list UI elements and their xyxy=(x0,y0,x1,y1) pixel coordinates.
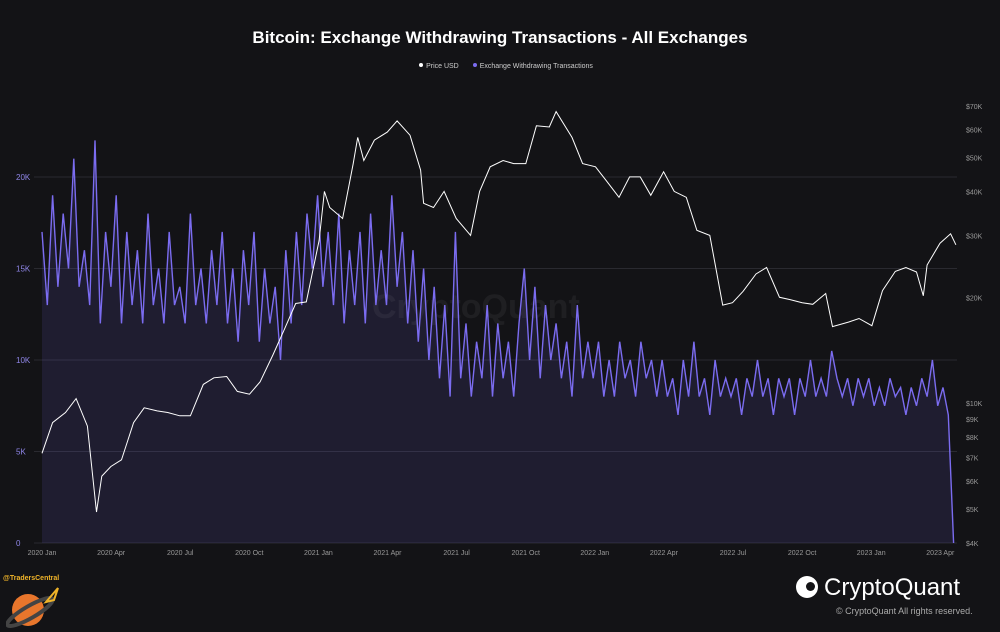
left-axis-tick: 5K xyxy=(16,448,26,457)
legend-price-marker xyxy=(419,63,424,67)
right-axis-tick: $20K xyxy=(966,295,983,302)
x-axis-tick: 2022 Apr xyxy=(650,550,679,557)
brand-name: CryptoQuant xyxy=(824,574,961,601)
planet-rocket-logo xyxy=(6,587,59,628)
legend: Price USD Exchange Withdrawing Transacti… xyxy=(0,63,1000,70)
x-axis-tick: 2022 Jul xyxy=(720,550,747,557)
x-axis-tick: 2021 Apr xyxy=(373,550,402,557)
x-axis-tick: 2022 Oct xyxy=(788,550,816,557)
right-axis-tick: $6K xyxy=(966,479,979,486)
right-axis-tick: $30K xyxy=(966,233,983,240)
x-axis-tick: 2021 Jan xyxy=(304,550,333,557)
withdrawals-area xyxy=(42,140,954,543)
x-axis-tick: 2022 Jan xyxy=(580,550,609,557)
cryptoquant-logo: CryptoQuant xyxy=(796,574,960,602)
left-axis-tick: 0 xyxy=(16,539,21,548)
x-axis-tick: 2020 Jan xyxy=(28,550,57,557)
right-axis-tick: $9K xyxy=(966,417,979,424)
price-line xyxy=(41,110,957,513)
right-axis-tick: $4K xyxy=(966,541,979,548)
right-axis-tick: $5K xyxy=(966,507,979,514)
x-axis-tick: 2021 Jul xyxy=(443,550,470,557)
x-axis-tick: 2020 Jul xyxy=(167,550,194,557)
right-axis-tick: $70K xyxy=(966,104,983,111)
right-axis-tick: $40K xyxy=(966,189,983,196)
x-axis-tick: 2020 Apr xyxy=(97,550,126,557)
right-axis-tick: $8K xyxy=(966,435,979,442)
chart-title: Bitcoin: Exchange Withdrawing Transactio… xyxy=(252,28,748,47)
right-axis-tick: $50K xyxy=(966,155,983,162)
left-axis-tick: 20K xyxy=(16,173,31,182)
traders-central-handle: @TradersCentral xyxy=(3,575,60,582)
legend-withdrawals-marker xyxy=(472,63,477,67)
x-axis-tick: 2023 Jan xyxy=(857,550,886,557)
x-axis-tick: 2021 Oct xyxy=(511,550,539,557)
legend-withdrawals[interactable]: Exchange Withdrawing Transactions xyxy=(479,63,593,70)
right-axis-tick: $10K xyxy=(966,401,983,408)
x-axis-tick: 2023 Apr xyxy=(926,550,955,557)
x-axis-tick: 2020 Oct xyxy=(235,550,263,557)
right-axis-tick: $7K xyxy=(966,456,979,463)
left-axis-tick: 10K xyxy=(16,356,31,365)
right-axis-tick: $60K xyxy=(966,128,983,135)
cryptoquant-logo-icon xyxy=(796,576,818,598)
legend-price[interactable]: Price USD xyxy=(426,63,459,70)
withdrawals-line xyxy=(41,140,955,544)
left-axis-tick: 15K xyxy=(16,265,31,274)
copyright: © CryptoQuant All rights reserved. xyxy=(836,606,973,616)
